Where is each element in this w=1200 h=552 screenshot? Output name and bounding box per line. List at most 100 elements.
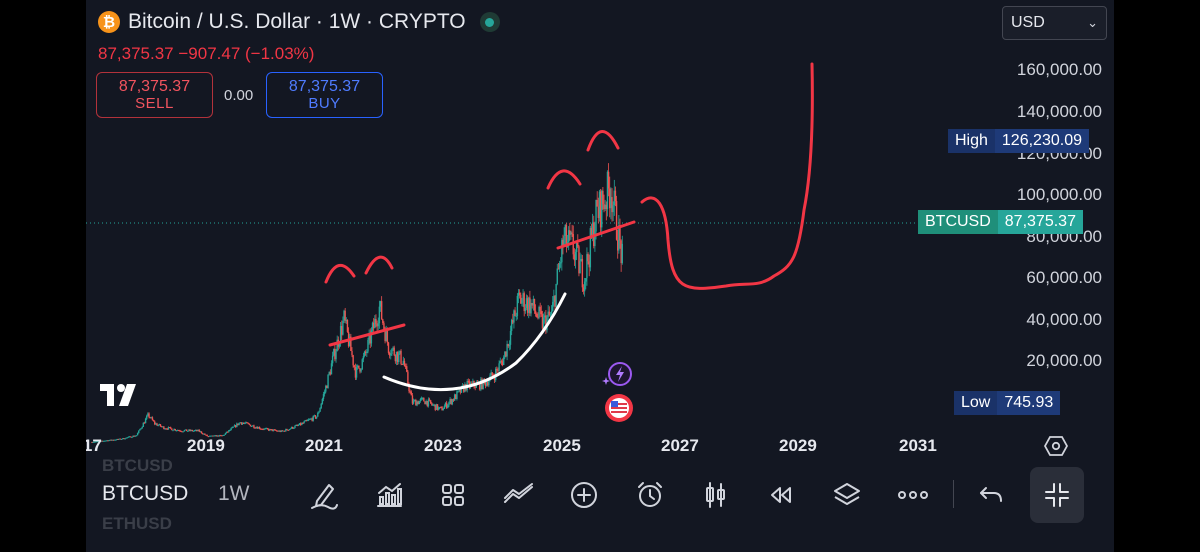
candle-body [206, 434, 208, 437]
candle-body [107, 440, 109, 442]
candle-body [143, 422, 146, 424]
candle-body [155, 423, 157, 425]
bitcoin-icon: ₿ [98, 11, 120, 33]
candle-body [416, 401, 418, 406]
candle-body [487, 382, 489, 386]
candle-body [253, 425, 255, 428]
grid-icon [442, 484, 464, 506]
candle-body [490, 372, 492, 376]
alert-button[interactable] [633, 478, 667, 512]
candle-body [165, 428, 167, 430]
currency-select[interactable]: USD ⌄ [1002, 6, 1107, 40]
more-button[interactable] [896, 478, 930, 512]
candle-body [479, 381, 481, 390]
candle-body [309, 418, 311, 420]
candle-body [595, 199, 597, 232]
candle-body [451, 399, 454, 405]
drawing-annotations [324, 62, 814, 392]
layers-icon [834, 483, 860, 505]
candle-body [542, 317, 545, 329]
candle-body [101, 440, 103, 442]
candle-body [294, 425, 296, 428]
candle-body [239, 422, 241, 424]
candle-body [422, 398, 424, 400]
candle-body [418, 401, 420, 405]
candle-body [604, 204, 606, 209]
candle-body [149, 417, 151, 419]
candle-body [507, 344, 509, 347]
candle-body [343, 310, 345, 321]
candle-body [429, 400, 432, 404]
candle-body [148, 413, 150, 418]
candle-body [212, 435, 214, 437]
candle-body [319, 407, 321, 412]
head-arc-right-1 [546, 169, 582, 190]
candle-body [457, 390, 459, 392]
candle-body [505, 351, 507, 357]
candle-body [260, 428, 262, 430]
candle-body [346, 319, 349, 332]
settings-hexagon-icon[interactable] [1044, 435, 1068, 457]
candle-body [532, 298, 535, 306]
time-axis-label: 2017 [86, 436, 102, 455]
candle-body [371, 322, 374, 331]
candle-body [453, 394, 456, 401]
toolbar-interval-button[interactable]: 1W [218, 482, 250, 505]
candle-body [240, 422, 243, 425]
candle-body [599, 191, 602, 228]
buy-button[interactable]: 87,375.37 BUY [266, 72, 383, 118]
fullscreen-exit-button[interactable] [1030, 467, 1084, 523]
candle-body [534, 310, 537, 314]
candle-body [159, 424, 162, 427]
candle-body [442, 408, 444, 411]
candle-body [315, 416, 318, 419]
candle-body [547, 311, 549, 318]
candle-body [273, 429, 276, 431]
market-open-icon [479, 12, 500, 32]
plus-circle-icon [571, 482, 597, 508]
us-flag-event-icon[interactable] [603, 392, 635, 424]
price-axis-label: 40,000.00 [1026, 310, 1102, 329]
spread-value: 0.00 [224, 87, 254, 104]
replay-button[interactable] [763, 478, 797, 512]
object-tree-button[interactable] [830, 478, 864, 512]
undo-button[interactable] [974, 478, 1008, 512]
candle-body [412, 400, 415, 404]
candle-body [185, 429, 188, 432]
candle-body [597, 206, 600, 218]
candle-body [426, 400, 428, 406]
candle-body [399, 350, 401, 354]
candle-body [248, 423, 251, 425]
candle-body [617, 239, 619, 251]
price-chart[interactable] [86, 0, 1114, 466]
candle-body [425, 400, 427, 405]
time-axis-label: 2029 [779, 436, 817, 455]
toolbar-symbol-button[interactable]: BTCUSD [102, 482, 189, 505]
lightning-event-icon[interactable] [601, 360, 633, 388]
candle-body [130, 436, 132, 438]
high-value: 126,230.09 [994, 129, 1089, 153]
candle-body [378, 306, 381, 324]
compare-button[interactable] [502, 478, 536, 512]
chart-type-button[interactable] [698, 478, 732, 512]
candle-body [565, 225, 568, 247]
candle-body [139, 429, 141, 431]
candle-body [303, 421, 305, 424]
candle-body [199, 431, 202, 433]
add-button[interactable] [567, 478, 601, 512]
candle-body [126, 437, 129, 439]
candle-body [171, 428, 173, 431]
symbol-title[interactable]: Bitcoin / U.S. Dollar · 1W · CRYPTO [128, 10, 466, 33]
symbol-header[interactable]: ₿ Bitcoin / U.S. Dollar · 1W · CRYPTO [98, 10, 500, 34]
candle-body [431, 403, 433, 405]
candle-body [330, 363, 333, 375]
candle-body [393, 347, 395, 356]
sell-button[interactable]: 87,375.37 SELL [96, 72, 213, 118]
candle-body [409, 391, 411, 393]
candle-body [152, 420, 155, 422]
candle-body [280, 430, 283, 432]
indicators-button[interactable] [372, 478, 406, 512]
draw-tool-button[interactable] [307, 478, 341, 512]
candle-body [205, 434, 207, 436]
layouts-button[interactable] [436, 478, 470, 512]
